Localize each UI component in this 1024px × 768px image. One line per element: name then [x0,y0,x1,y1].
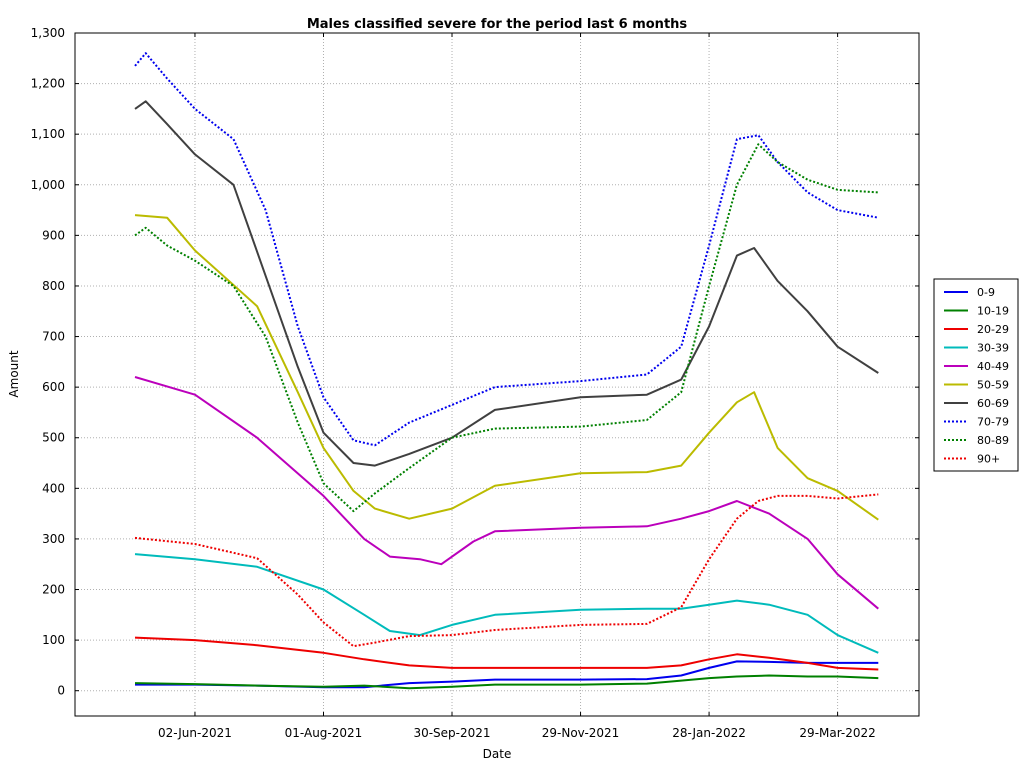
series-line-30-39 [134,553,879,654]
x-tick-label: 30-Sep-2021 [413,726,490,740]
y-tick-label: 1,200 [31,77,65,91]
y-tick-label: 600 [42,380,65,394]
series-line-70-79 [134,52,879,447]
series-lines [134,52,879,690]
series-line-20-29 [134,636,879,671]
legend-label: 80-89 [977,434,1009,447]
x-ticks: 02-Jun-2021 01-Aug-2021 30-Sep-2021 29-Nov-… [158,33,876,740]
legend: 0-9 10-19 20-29 30-39 40-49 50-59 60-69 70-79 80… [933,278,1019,472]
y-ticks: 0 100 200 300 400 500 600 700 800 900 1,000 1,100 1,… [31,26,919,698]
legend-label: 30-39 [977,342,1009,355]
y-tick-label: 900 [42,228,65,242]
x-tick-label: 29-Mar-2022 [799,726,875,740]
series-line-60-69 [134,100,879,467]
y-tick-label: 300 [42,532,65,546]
legend-label: 40-49 [977,360,1009,373]
series-line-40-49 [134,376,879,610]
legend-label: 90+ [977,453,1000,466]
x-tick-label: 29-Nov-2021 [542,726,620,740]
chart-title: Males classified severe for the period l… [307,17,688,32]
legend-label: 50-59 [977,379,1009,392]
series-line-0-9 [135,660,879,689]
y-tick-label: 1,000 [31,178,65,192]
y-tick-label: 1,300 [31,26,65,40]
series-line-90+ [134,493,879,648]
legend-label: 70-79 [977,416,1009,429]
x-tick-label: 01-Aug-2021 [285,726,363,740]
grid [75,32,919,716]
y-tick-label: 100 [42,633,65,647]
series-line-10-19 [134,674,879,690]
y-tick-label: 400 [42,481,65,495]
y-tick-label: 700 [42,330,65,344]
legend-label: 10-19 [977,305,1009,318]
y-tick-label: 1,100 [31,127,65,141]
y-tick-label: 200 [42,583,65,597]
y-tick-label: 500 [42,431,65,445]
x-tick-label: 02-Jun-2021 [158,726,232,740]
plot-frame [74,32,920,717]
series-line-50-59 [134,214,879,521]
y-axis-title: Amount [7,350,21,397]
legend-label: 20-29 [977,323,1009,336]
legend-label: 0-9 [977,286,995,299]
series-line-80-89 [134,143,879,513]
x-tick-label: 28-Jan-2022 [672,726,746,740]
x-axis-title: Date [483,747,512,761]
y-tick-label: 0 [57,684,65,698]
legend-label: 60-69 [977,397,1009,410]
y-tick-label: 800 [42,279,65,293]
